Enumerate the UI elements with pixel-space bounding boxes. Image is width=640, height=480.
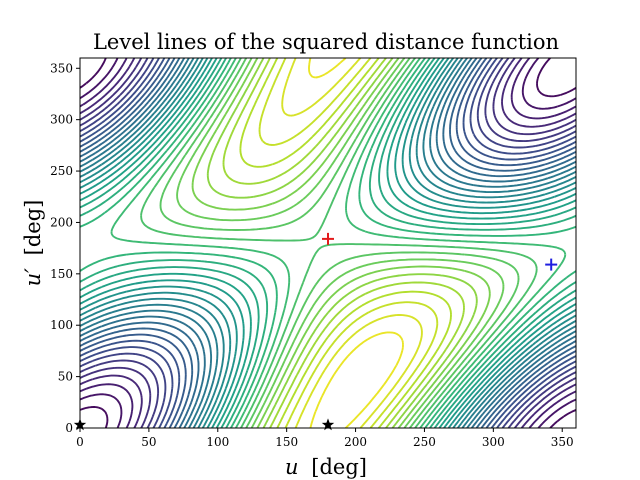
contour-level-4	[80, 58, 576, 428]
x-tick-label: 300	[482, 435, 505, 449]
contour-level-34	[308, 58, 404, 428]
contour-level-8	[80, 58, 576, 428]
contour-level-17	[80, 58, 576, 428]
marker-minimum	[545, 258, 558, 271]
x-tick-label: 50	[141, 435, 156, 449]
y-tick-label: 150	[50, 267, 73, 281]
y-tick-label: 0	[65, 421, 73, 435]
y-tick-label: 100	[50, 318, 73, 332]
y-axis: 0 50 100 150 200 250 300 350	[50, 61, 80, 435]
y-axis-label: u′ [deg]	[21, 200, 45, 287]
x-tick-label: 200	[344, 435, 367, 449]
marker-star	[321, 418, 335, 431]
y-tick-label: 250	[50, 164, 73, 178]
contour-level-15	[80, 58, 576, 428]
contour-level-18	[80, 58, 576, 428]
contour-level-28	[191, 58, 491, 428]
x-axis-unit: [deg]	[311, 455, 367, 479]
contour-level-11	[80, 58, 576, 428]
x-tick-label: 100	[206, 435, 229, 449]
contour-level-22	[80, 58, 576, 428]
contour-level-30	[222, 58, 465, 428]
contour-level-26	[159, 58, 520, 428]
y-tick-label: 350	[50, 61, 73, 75]
contour-level-7	[80, 58, 576, 428]
x-axis-label: u [deg]	[285, 455, 367, 479]
y-axis-variable: u′	[21, 268, 45, 287]
x-tick-label: 250	[413, 435, 436, 449]
contour-level-5	[80, 58, 576, 428]
contour-lines	[80, 58, 576, 428]
y-tick-label: 50	[58, 370, 73, 384]
marker-maximum	[322, 232, 334, 245]
contour-level-24	[110, 58, 567, 428]
contour-level-20	[80, 58, 576, 428]
contour-level-27	[176, 58, 505, 428]
contour-level-2	[80, 58, 576, 428]
x-tick-label: 350	[551, 435, 574, 449]
contour-level-33	[281, 58, 423, 428]
contour-level-16	[80, 58, 576, 428]
contour-level-31	[239, 58, 452, 428]
contour-level-14	[80, 58, 576, 428]
contour-level-3	[80, 58, 576, 428]
y-tick-label: 200	[50, 215, 73, 229]
x-tick-label: 150	[275, 435, 298, 449]
y-tick-label: 300	[50, 113, 73, 127]
contour-level-19	[80, 58, 576, 428]
x-axis-variable: u	[285, 455, 299, 479]
x-tick-label: 0	[76, 435, 84, 449]
chart-title: Level lines of the squared distance func…	[93, 30, 559, 54]
contour-level-6	[80, 58, 576, 428]
contour-level-21	[80, 58, 576, 428]
contour-level-1	[80, 58, 576, 428]
plot-frame	[79, 57, 577, 429]
x-axis: 0 50 100 150 200 250 300 350	[76, 428, 574, 449]
contour-level-13	[80, 58, 576, 428]
contour-level-32	[258, 58, 439, 428]
contour-level-23	[80, 58, 576, 428]
y-axis-unit: [deg]	[21, 200, 45, 256]
contour-level-12	[80, 58, 576, 428]
plot-area	[73, 57, 577, 431]
contour-level-29	[206, 58, 478, 428]
